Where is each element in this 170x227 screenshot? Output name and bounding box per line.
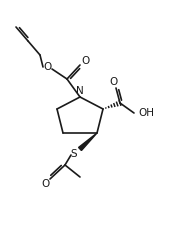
Polygon shape bbox=[79, 133, 97, 151]
Text: O: O bbox=[110, 77, 118, 87]
Text: O: O bbox=[43, 62, 51, 72]
Text: O: O bbox=[42, 179, 50, 189]
Text: S: S bbox=[71, 149, 77, 159]
Text: N: N bbox=[76, 86, 84, 96]
Text: OH: OH bbox=[138, 108, 154, 118]
Text: O: O bbox=[81, 56, 89, 66]
